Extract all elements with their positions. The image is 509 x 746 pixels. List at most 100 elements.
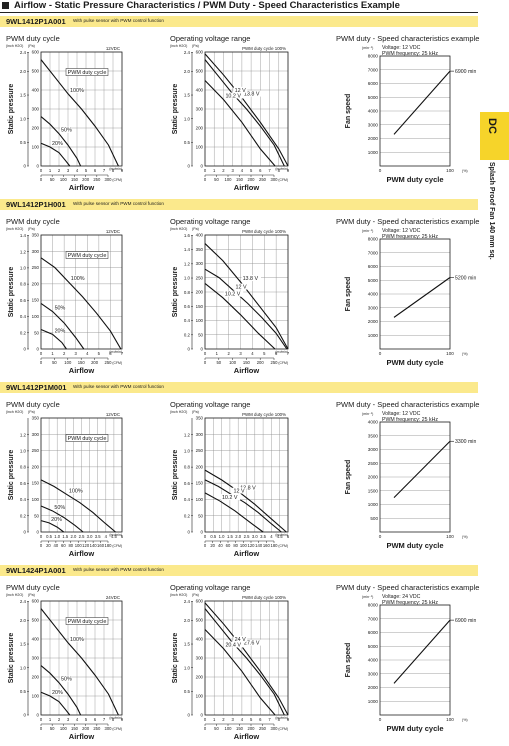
x-axis-title: Airflow <box>234 732 260 741</box>
series-label-1: 3300 min⁻¹ <box>455 439 476 445</box>
series-line-3 <box>204 629 276 716</box>
inch-tick-label: 1.4 <box>20 233 27 238</box>
m3-tick-label: 1 <box>216 351 219 356</box>
unit-cfm-label: (CFM) <box>112 178 122 182</box>
inch-tick-label: 0 <box>24 530 27 535</box>
cfm-tick-label: 100 <box>60 726 68 731</box>
unit-inch-label: (inch H2O) <box>170 410 187 414</box>
product-section: 9WL1412P1A001 With pulse sensor with PWM … <box>0 16 481 194</box>
m3-tick-label: 2 <box>228 351 231 356</box>
inch-tick-label: 1.5 <box>184 93 191 98</box>
inch-tick-label: 2.0 <box>184 618 191 623</box>
y-tick-label: 3000 <box>368 447 379 452</box>
plot-frame <box>379 55 451 167</box>
cfm-tick-label: 0 <box>40 543 43 548</box>
chart-wrap: (inch H2O) (Pa) 0 50 100 150 200 250 300 350 0 0.2 0… <box>4 225 126 380</box>
model-description: With pulse sensor with PWM control funct… <box>73 201 164 206</box>
chart-s2-pwm: (inch H2O) (Pa)05010015020025030035000.20… <box>6 410 124 558</box>
series-label-3: 20% <box>51 517 62 523</box>
m3-tick-label: 5 <box>250 168 253 173</box>
subtitle-voltage: Operating voltage range <box>170 217 251 226</box>
pa-tick-label: 300 <box>196 656 204 661</box>
inch-tick-label: 1.6 <box>184 233 191 238</box>
cfm-tick-label: 180 <box>105 543 113 548</box>
cfm-tick-label: 160 <box>263 543 271 548</box>
pa-tick-label: 0 <box>37 164 40 169</box>
series-label-bg <box>224 92 244 99</box>
inch-tick-label: 2.4 <box>184 50 191 55</box>
m3-tick-label: 4 <box>241 717 244 722</box>
inch-tick-label: 0.4 <box>20 497 27 502</box>
pa-tick-label: 300 <box>32 656 40 661</box>
chart-wrap: (min⁻¹) Voltage: 24 VDC PWM frequency: 25 … <box>334 591 481 746</box>
inch-tick-label: 0.5 <box>184 140 191 145</box>
cfm-tick-label: 100 <box>225 177 233 182</box>
x-axis-title: Airflow <box>69 549 95 558</box>
unit-y-label: (min⁻¹) <box>362 46 373 50</box>
model-band: 9WL1412P1H001 With pulse sensor with PWM … <box>0 199 478 210</box>
m3-tick-label: 2.5 <box>79 534 85 539</box>
inch-tick-label: 0.2 <box>184 513 191 518</box>
series-label-bg <box>69 275 84 282</box>
series-label-bg <box>220 494 241 501</box>
box-label: PWM duty cycle <box>68 253 107 259</box>
series-label-bg <box>51 140 62 146</box>
chart-s2-volt: (inch H2O) (Pa)05010015020025030035000.20… <box>170 410 290 558</box>
pa-tick-label: 500 <box>196 69 204 74</box>
pa-tick-label: 250 <box>32 448 40 453</box>
series-label-bg <box>69 635 83 642</box>
inch-tick-label: 1.0 <box>184 276 191 281</box>
cfm-tick-label: 0 <box>40 360 43 365</box>
pa-tick-label: 400 <box>32 637 40 642</box>
x-axis-title: Airflow <box>69 183 95 192</box>
unit-pa-label: (Pa) <box>28 593 35 597</box>
inch-tick-label: 1.5 <box>184 642 191 647</box>
series-line-1 <box>204 53 289 167</box>
m3-tick-label: 5 <box>263 351 266 356</box>
pa-tick-label: 350 <box>32 233 40 238</box>
page-title: Airflow - Static Pressure Characteristic… <box>14 0 400 11</box>
series-line-2 <box>204 268 288 350</box>
cfm-tick-label: 100 <box>225 726 233 731</box>
pa-tick-label: 0 <box>201 530 204 535</box>
chart-s1-volt: (inch H2O) (Pa)05010015020025030035040000… <box>170 227 290 375</box>
m3-tick-label: 4 <box>251 351 254 356</box>
series-label-bg <box>51 689 62 695</box>
unit-pa-label: (Pa) <box>192 227 199 231</box>
chart-wrap: (min⁻¹) Voltage: 12 VDC PWM frequency: 25 … <box>334 408 481 563</box>
subtitle-speed: PWM duty - Speed characteristics example <box>336 217 480 226</box>
pa-tick-label: 600 <box>32 50 40 55</box>
y-tick-label: 1000 <box>368 699 379 704</box>
box-label-frame <box>65 434 109 442</box>
series-line-3 <box>40 520 65 533</box>
series-line-1 <box>40 59 119 167</box>
y-tick-label: 3000 <box>368 305 379 310</box>
series-label-bg <box>233 635 248 642</box>
inch-tick-label: 0 <box>188 713 191 718</box>
pa-tick-label: 100 <box>196 318 204 323</box>
unit-inch-label: (inch H2O) <box>6 44 23 48</box>
pa-tick-label: 100 <box>196 694 204 699</box>
m3-tick-label: 2.0 <box>70 534 76 539</box>
y-axis-title: Static pressure <box>172 84 179 135</box>
m3-tick-label: 0 <box>40 168 43 173</box>
m3-tick-label: 5 <box>85 168 88 173</box>
inch-tick-label: 0.4 <box>184 497 191 502</box>
series-label-bg <box>224 641 244 648</box>
series-label-bg <box>69 86 83 93</box>
series-line-2 <box>204 479 282 533</box>
model-description: With pulse sensor with PWM control funct… <box>73 18 164 23</box>
pa-tick-label: 250 <box>196 275 204 280</box>
pa-tick-label: 500 <box>32 618 40 623</box>
cfm-tick-label: 160 <box>97 543 105 548</box>
inch-tick-label: 0.5 <box>184 689 191 694</box>
series-label-2: 12 V <box>235 88 246 94</box>
unit-inch-label: (inch H2O) <box>170 44 187 48</box>
chart-s0-pwm: (inch H2O) (Pa)010020030040050060000.51.0… <box>6 44 124 192</box>
m3-tick-label: 6 <box>259 717 262 722</box>
y-tick-label: 2000 <box>368 319 379 324</box>
pa-tick-label: 200 <box>32 464 40 469</box>
y-axis-title: Fan speed <box>345 94 352 129</box>
